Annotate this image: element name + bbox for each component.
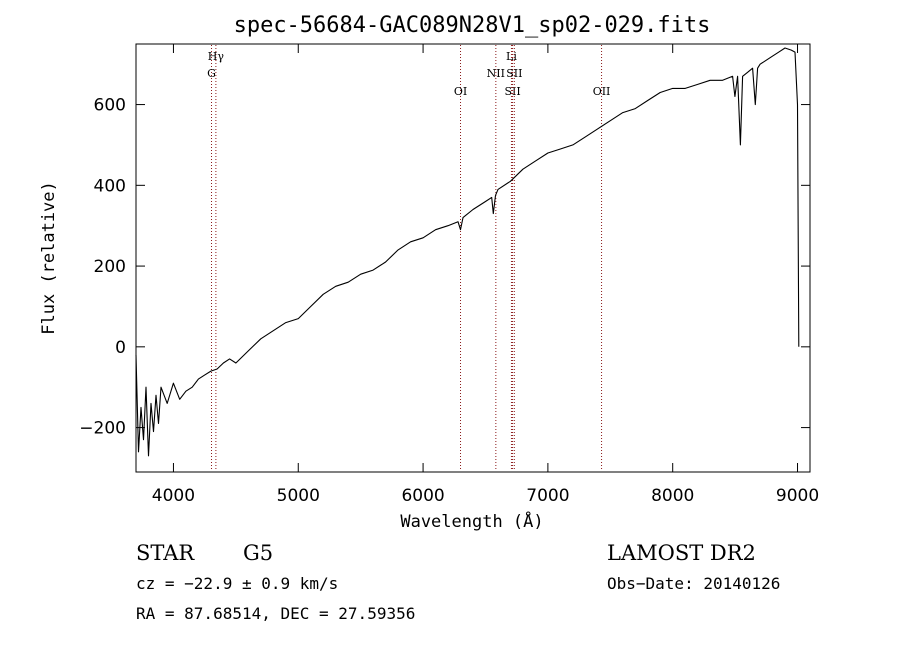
line-marker-label: Li [506, 50, 517, 63]
spectrum-line [135, 47, 800, 457]
y-tick-label: 0 [115, 338, 126, 358]
redshift-text: cz = −22.9 ± 0.9 km/s [136, 574, 338, 593]
plot-frame [135, 43, 811, 473]
line-marker-label: OI [454, 85, 467, 98]
y-axis-label: Flux (relative) [39, 181, 59, 335]
line-marker-label: SII [504, 85, 520, 98]
x-tick-label: 8000 [651, 486, 694, 506]
y-tick-label: 600 [94, 96, 126, 116]
line-marker-label: NII [487, 67, 505, 80]
survey-label: LAMOST DR2 [607, 541, 756, 565]
object-class: STAR [136, 541, 195, 565]
spectrum-series [135, 47, 800, 457]
axis-ticks: 4000 5000 6000 7000 8000 9000 −200 0 200 400 600 [79, 44, 819, 506]
line-marker-label: Hγ [208, 50, 225, 63]
chart-title: spec-56684-GAC089N28V1_sp02-029.fits [234, 13, 711, 38]
obs-date-text: Obs−Date: 20140126 [607, 574, 780, 593]
line-marker-label: OII [593, 85, 611, 98]
x-tick-label: 6000 [401, 486, 444, 506]
line-marker-label: SII [506, 67, 522, 80]
y-tick-label: −200 [79, 419, 126, 439]
coordinates-text: RA = 87.68514, DEC = 27.59356 [136, 604, 415, 623]
x-tick-label: 7000 [526, 486, 569, 506]
line-marker-label: G [207, 67, 216, 80]
x-tick-label: 4000 [152, 486, 195, 506]
x-tick-label: 5000 [277, 486, 320, 506]
y-tick-label: 400 [94, 176, 126, 196]
x-tick-label: 9000 [776, 486, 819, 506]
y-tick-label: 200 [94, 257, 126, 277]
x-axis-label: Wavelength (Å) [400, 510, 543, 532]
object-subclass: G5 [243, 541, 273, 565]
